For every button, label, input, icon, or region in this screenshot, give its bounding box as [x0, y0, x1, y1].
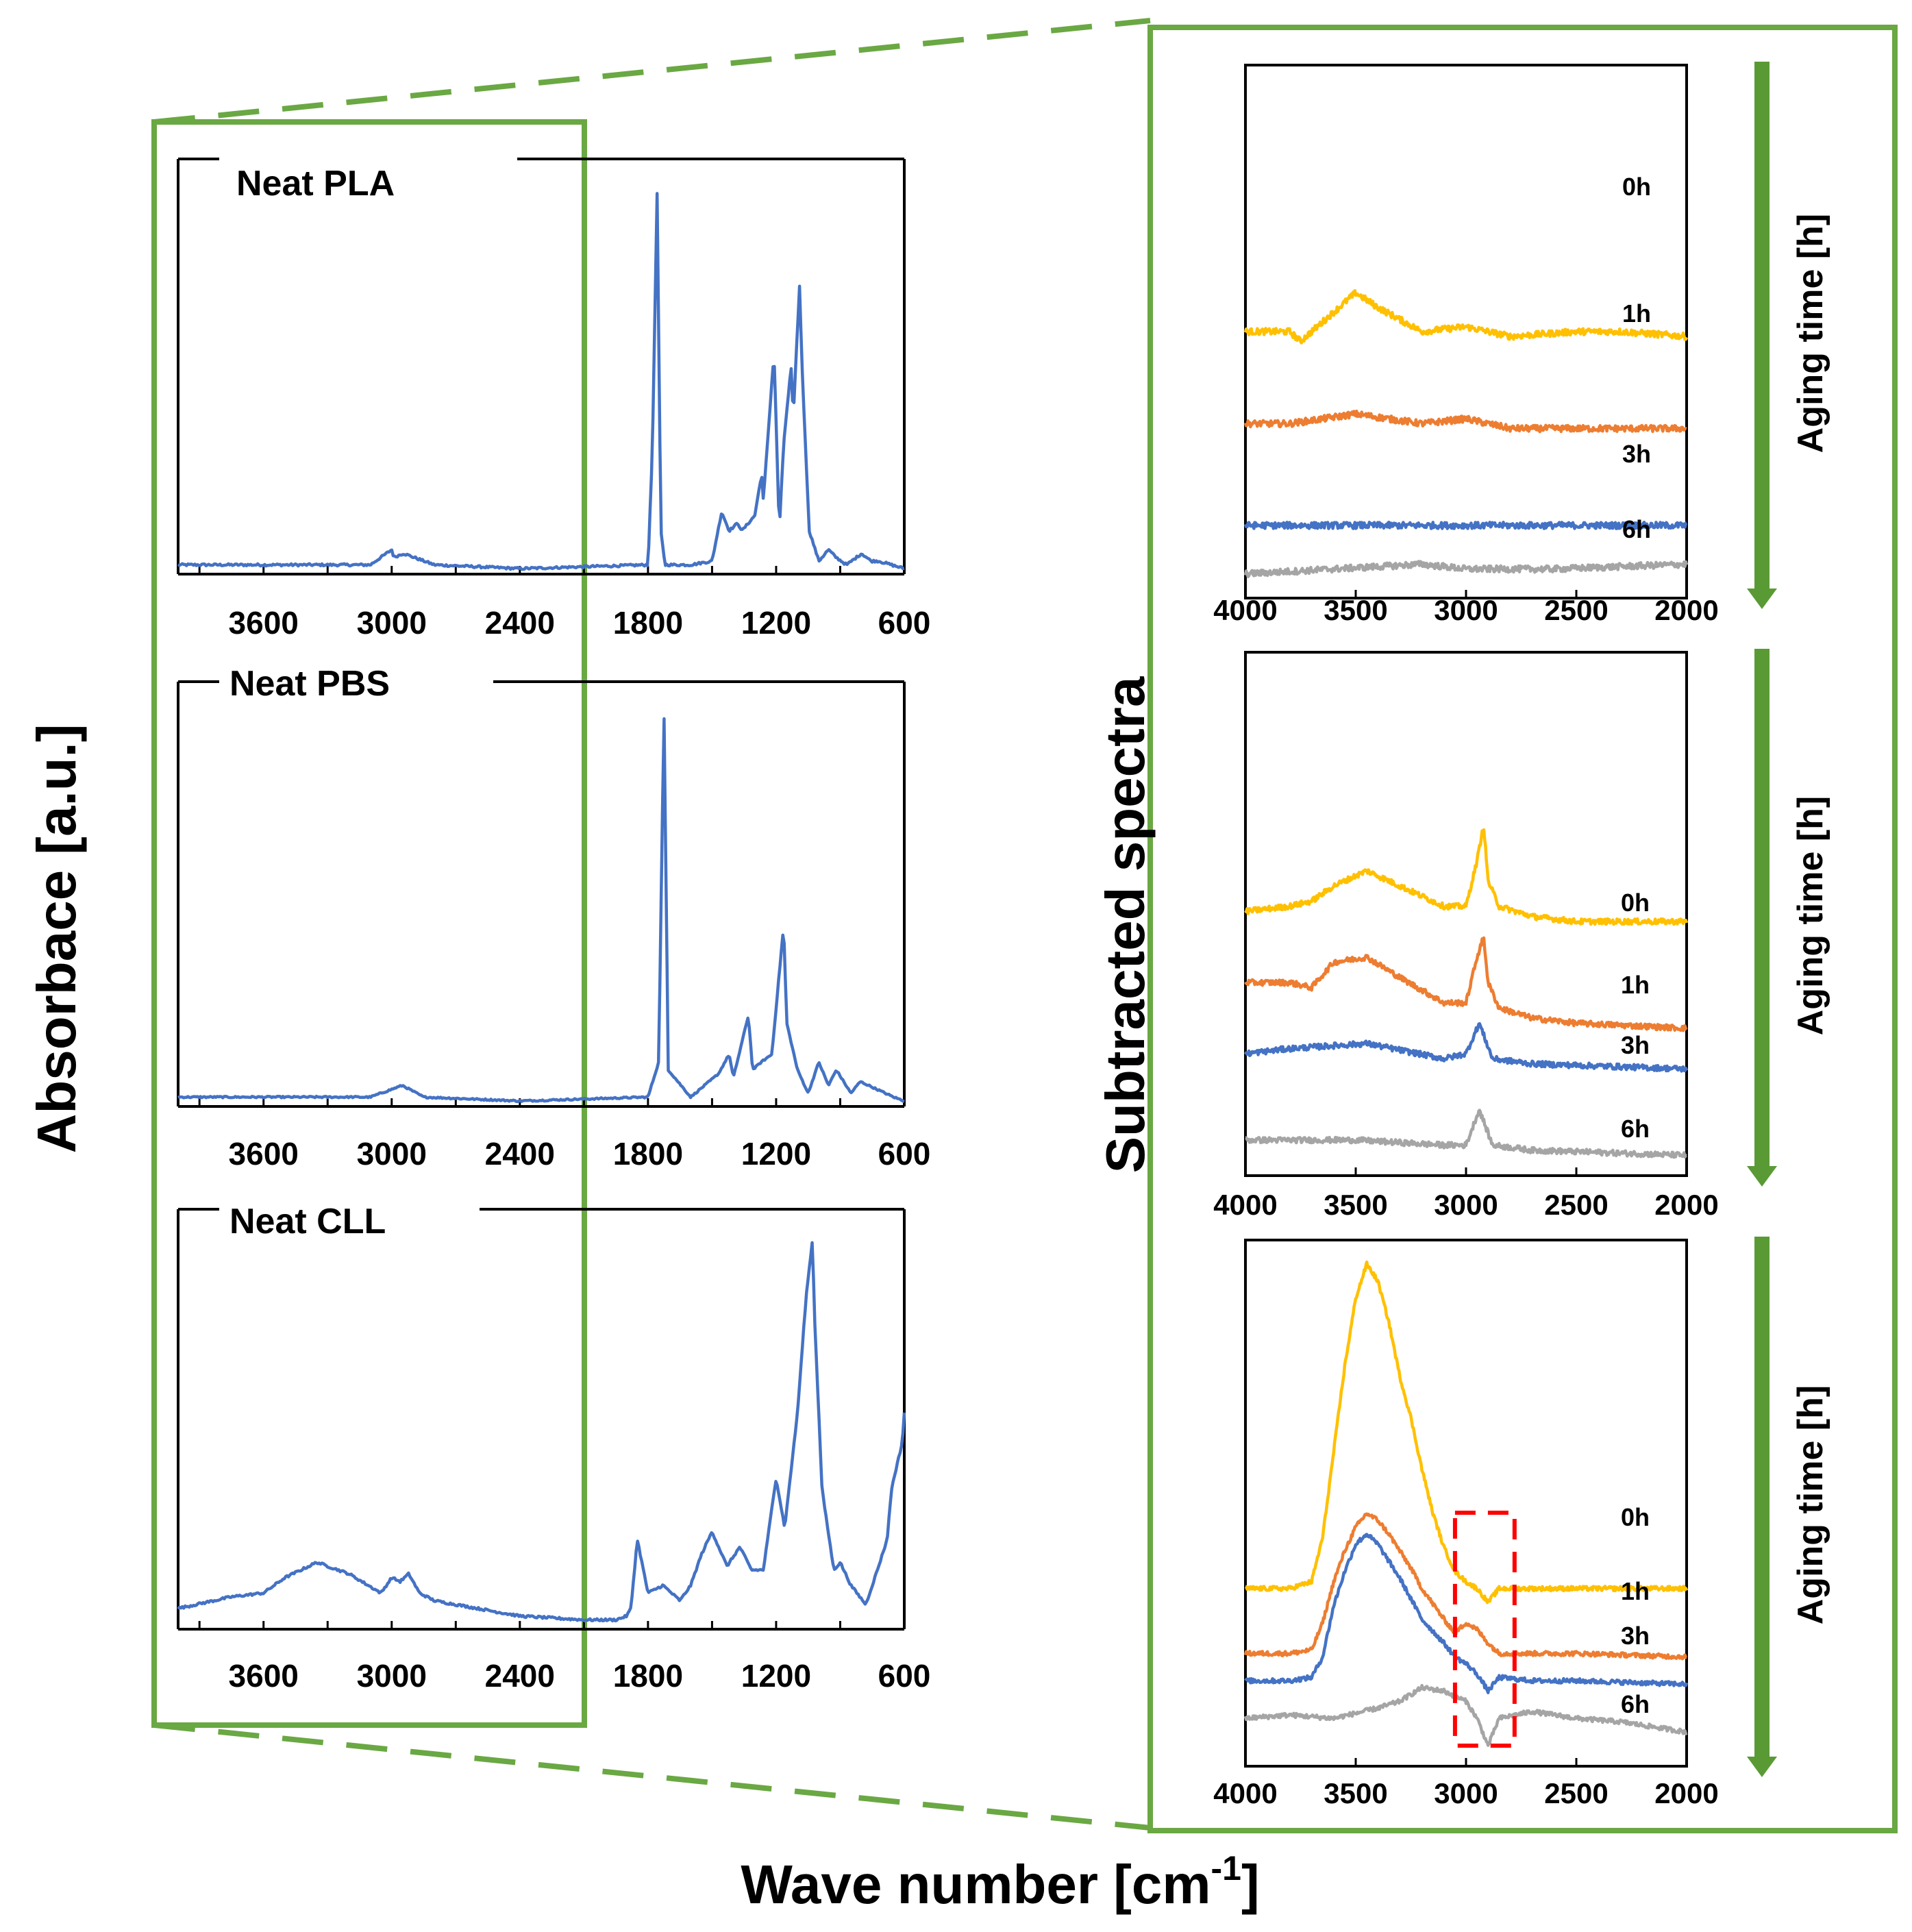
series-line-1h	[1243, 409, 1688, 434]
chart-6: 4000 3500 3000 2500 2000 0h 1h 3h 6h Aging time […	[1213, 1237, 1830, 1809]
x-tick-label: 2000	[1654, 1189, 1718, 1221]
x-tick-label: 2500	[1544, 594, 1608, 626]
series-line-3h	[1244, 1021, 1689, 1073]
x-tick-label: 3600	[229, 1136, 299, 1172]
series-line-6h	[1243, 1683, 1688, 1747]
chart-title: Neat CLL	[229, 1202, 386, 1241]
chart-2: Neat PBS 3600 3000 2400 1800 1200 600	[177, 664, 931, 1172]
series-label-6h: 6h	[1621, 1115, 1650, 1143]
x-tick-label: 4000	[1213, 1189, 1277, 1221]
series-line-0h	[1243, 288, 1689, 345]
series-line-6h	[1243, 560, 1689, 579]
series-label-0h: 0h	[1622, 173, 1651, 201]
connector-top	[153, 18, 1151, 125]
x-tick-label: 3500	[1324, 1777, 1387, 1809]
x-tick-label: 2500	[1544, 1777, 1608, 1809]
aging-arrow-shaft	[1754, 62, 1770, 591]
x-tick-label: 1800	[613, 1658, 683, 1694]
x-tick-label: 1800	[613, 1136, 683, 1172]
x-tick-label: 600	[878, 1136, 931, 1172]
static-layer: Absorbace [a.u.] Subtracted spectra Wave…	[26, 18, 1898, 1915]
series-line-1h	[1244, 936, 1688, 1032]
right-axis-label: Subtracted spectra	[1095, 676, 1156, 1173]
series-label-1h: 1h	[1621, 971, 1650, 999]
x-tick-label: 4000	[1213, 1777, 1277, 1809]
series-label-3h: 3h	[1621, 1031, 1650, 1059]
x-tick-label: 1800	[613, 605, 683, 641]
series-label-1h: 1h	[1622, 299, 1651, 327]
series-label-0h: 0h	[1621, 889, 1650, 917]
series-line-spectrum	[177, 1241, 906, 1623]
x-tick-label: 600	[878, 605, 931, 641]
x-tick-label: 3000	[357, 1136, 427, 1172]
series-line-0h	[1244, 828, 1689, 926]
x-tick-label: 2400	[485, 605, 555, 641]
aging-arrow-head	[1747, 1757, 1777, 1777]
charts-layer: Neat PLA 3600 3000 2400 1800 1200 600 Neat PBS 3…	[177, 62, 1830, 1809]
x-tick-label: 3500	[1324, 594, 1387, 626]
x-tick-label: 3600	[229, 1658, 299, 1694]
x-axis-label-main: Wave number [cm	[741, 1854, 1210, 1915]
chart-1: Neat PLA 3600 3000 2400 1800 1200 600	[177, 158, 931, 641]
x-tick-label: 2000	[1654, 1777, 1718, 1809]
aging-time-label: Aging time [h]	[1791, 796, 1830, 1036]
chart-5: 4000 3500 3000 2500 2000 0h 1h 3h 6h Aging time […	[1213, 649, 1830, 1221]
series-line-3h	[1243, 520, 1688, 530]
aging-arrow-shaft	[1754, 649, 1770, 1169]
series-line-0h	[1244, 1260, 1689, 1605]
highlight-box	[1452, 1511, 1517, 1748]
chart-title: Neat PLA	[236, 164, 395, 203]
aging-arrow-head	[1747, 1166, 1777, 1187]
chart-4: 4000 3500 3000 2500 2000 0h 1h 3h 6h Aging time […	[1213, 62, 1830, 626]
series-label-1h: 1h	[1621, 1577, 1650, 1605]
x-tick-label: 2400	[485, 1136, 555, 1172]
series-label-3h: 3h	[1622, 440, 1651, 468]
aging-time-label: Aging time [h]	[1791, 214, 1830, 454]
x-axis-label-sup: -1	[1210, 1849, 1241, 1887]
connector-bottom	[153, 1722, 1151, 1831]
x-tick-label: 2500	[1544, 1189, 1608, 1221]
x-tick-label: 3000	[357, 605, 427, 641]
y-axis-label: Absorbace [a.u.]	[26, 724, 87, 1154]
series-label-6h: 6h	[1621, 1690, 1650, 1718]
x-axis-label: Wave number [cm-1]	[741, 1849, 1259, 1915]
series-label-0h: 0h	[1621, 1503, 1650, 1531]
x-axis-label-close: ]	[1241, 1854, 1260, 1915]
aging-arrow-shaft	[1754, 1237, 1770, 1759]
series-line-spectrum	[177, 717, 905, 1104]
x-tick-label: 4000	[1213, 594, 1277, 626]
x-tick-label: 1200	[741, 1136, 811, 1172]
aging-arrow-head	[1747, 589, 1777, 609]
series-line-6h	[1244, 1109, 1688, 1159]
x-tick-label: 600	[878, 1658, 931, 1694]
x-tick-label: 2400	[485, 1658, 555, 1694]
series-line-1h	[1243, 1512, 1688, 1661]
x-tick-label: 3600	[229, 605, 299, 641]
x-tick-label: 1200	[741, 605, 811, 641]
series-label-6h: 6h	[1622, 515, 1651, 543]
series-line-3h	[1244, 1533, 1689, 1694]
chart-3: Neat CLL 3600 3000 2400 1800 1200 600	[177, 1202, 931, 1694]
x-tick-label: 3500	[1324, 1189, 1387, 1221]
series-label-3h: 3h	[1621, 1622, 1650, 1650]
selection-frame	[151, 119, 587, 1728]
series-line-spectrum	[177, 192, 905, 571]
zoom-frame	[1147, 25, 1898, 1833]
x-tick-label: 1200	[741, 1658, 811, 1694]
x-tick-label: 3000	[1434, 594, 1498, 626]
x-tick-label: 2000	[1654, 594, 1718, 626]
x-tick-label: 3000	[1434, 1777, 1498, 1809]
chart-title: Neat PBS	[229, 664, 390, 704]
x-tick-label: 3000	[1434, 1189, 1498, 1221]
aging-time-label: Aging time [h]	[1791, 1385, 1830, 1625]
x-tick-label: 3000	[357, 1658, 427, 1694]
